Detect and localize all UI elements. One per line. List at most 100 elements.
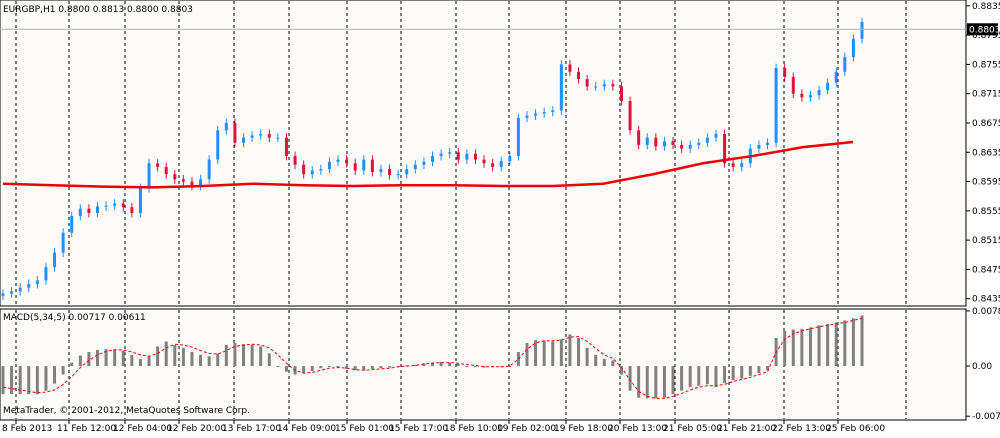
copyright-label: MetaTrader, © 2001-2012, MetaQuotes Soft… [3, 406, 250, 416]
candle-body [138, 188, 142, 214]
candle-body [688, 144, 692, 149]
macd-pane[interactable] [0, 308, 967, 421]
macd-bar [147, 356, 151, 367]
candle-body [499, 161, 503, 167]
price-tick-label: 0.8675 [972, 119, 1000, 129]
macd-bar [27, 366, 31, 395]
candle-body [87, 208, 91, 214]
moving-average-path [2, 140, 854, 189]
price-pane[interactable] [0, 0, 967, 307]
time-tick-label: 18 Feb 10:00 [444, 424, 503, 434]
macd-bar [1, 366, 5, 395]
macd-bar [379, 366, 383, 369]
macd-bar [662, 366, 666, 398]
candle-body [388, 169, 392, 175]
price-tick-label: 0.8595 [972, 178, 1000, 188]
macd-bar [843, 320, 847, 367]
macd-bar [645, 366, 649, 399]
macd-axis[interactable]: 0.00785 0.00 -0.00713 [966, 307, 1000, 422]
macd-bar [422, 363, 426, 367]
macd-tick-label: -0.00713 [972, 412, 1000, 422]
candle-body [35, 280, 39, 285]
candle-body [113, 203, 117, 206]
macd-bar [345, 366, 349, 369]
macd-bar [525, 342, 529, 367]
candle-body [705, 137, 709, 143]
macd-bar [791, 329, 795, 367]
macd-bar [61, 366, 65, 375]
macd-bar [800, 328, 804, 367]
price-tick-label: 0.8635 [972, 148, 1000, 158]
macd-bar [130, 354, 134, 367]
macd-bar [731, 366, 735, 381]
price-tick-label: 0.8515 [972, 236, 1000, 246]
candle-body [456, 152, 460, 160]
candle-body [267, 133, 271, 138]
price-axis[interactable]: 0.8835 0.8795 0.8755 0.8715 0.8675 0.8635 0.85… [0, 2, 1000, 305]
time-tick-label: 15 Feb 01:00 [335, 424, 394, 434]
candle-body [508, 155, 512, 162]
symbol-header: EURGBP,H1 0.8800 0.8813 0.8800 0.8803 [3, 5, 193, 15]
macd-bar [740, 366, 744, 379]
macd-bar [714, 366, 718, 388]
time-tick-label: 20 Feb 13:00 [608, 424, 667, 434]
macd-bar [362, 366, 366, 371]
macd-bar [310, 366, 314, 372]
macd-bar [808, 327, 812, 367]
macd-bar [113, 349, 117, 367]
macd-bar [353, 366, 357, 371]
candle-body [473, 153, 477, 160]
ohlc-values: 0.8800 0.8813 0.8800 0.8803 [58, 5, 193, 15]
macd-bar [465, 366, 469, 368]
macd-bar [164, 341, 168, 367]
candle-body [671, 141, 675, 145]
candle-body [302, 164, 306, 175]
candle-body [130, 207, 134, 214]
macd-bar [680, 366, 684, 391]
vertical-grid [15, 1, 907, 419]
macd-bar [542, 340, 546, 367]
candle-body [860, 21, 864, 39]
macd-bar [851, 318, 855, 367]
macd-bar [181, 347, 185, 367]
macd-bar [697, 366, 701, 386]
candle-body [662, 141, 666, 147]
macd-bar [70, 362, 74, 367]
candle-body [78, 208, 82, 216]
candle-body [534, 113, 538, 116]
time-tick-label: 21 Feb 05:00 [663, 424, 722, 434]
macd-bar [199, 354, 203, 367]
candle-body [542, 112, 546, 114]
macd-bar [688, 366, 692, 388]
candle-body [431, 155, 434, 162]
macd-bar [302, 366, 306, 374]
price-tick-label: 0.8755 [972, 60, 1000, 70]
candle-body [405, 169, 409, 175]
macd-bar [431, 362, 434, 367]
macd-bar [18, 366, 22, 395]
candle-body [336, 159, 340, 162]
time-tick-label: 8 Feb 2013 [2, 424, 52, 434]
candle-body [439, 153, 443, 156]
macd-bar [508, 366, 512, 368]
macd-bar [121, 350, 125, 367]
macd-bar [242, 344, 246, 367]
candle-body [370, 159, 374, 173]
macd-bar [654, 366, 658, 399]
candle-body [817, 90, 821, 96]
time-tick-label: 13 Feb 17:00 [222, 424, 281, 434]
candle-body [680, 144, 684, 149]
candle-body [800, 93, 804, 98]
macd-bar [577, 337, 581, 367]
time-tick-label: 11 Feb 12:00 [57, 424, 116, 434]
candle-body [723, 133, 727, 164]
time-tick-label: 19 Feb 02:00 [497, 424, 556, 434]
macd-bar [551, 341, 555, 367]
macd-bar [456, 363, 460, 367]
price-tick-label: 0.8795 [972, 31, 1000, 41]
candle-body [233, 122, 237, 143]
macd-bar [44, 366, 48, 391]
